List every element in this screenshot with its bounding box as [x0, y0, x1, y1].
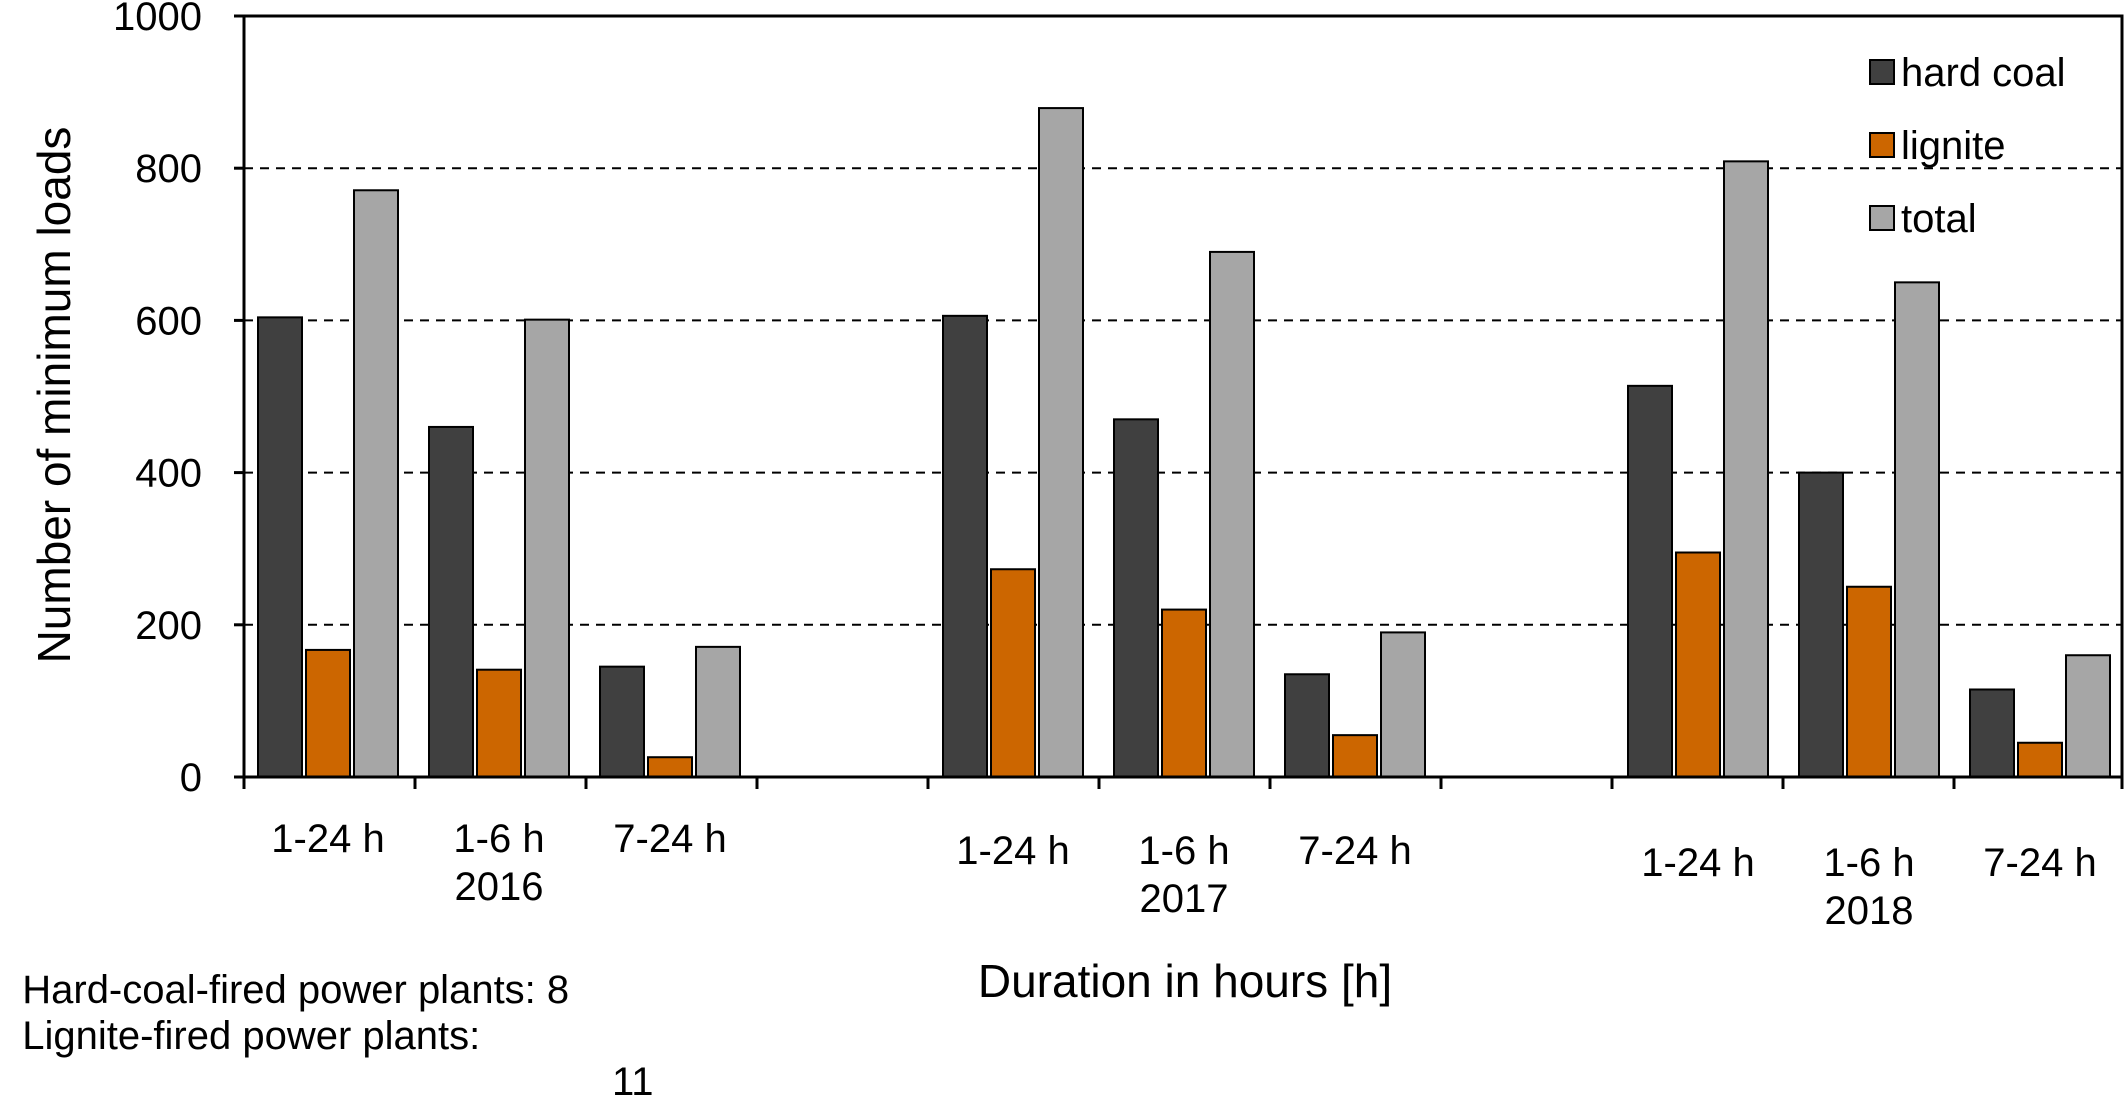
note-lignite-label: Lignite-fired power plants:	[22, 1014, 481, 1058]
bar-total	[1209, 250, 1255, 779]
x-category-label: 1-24 h	[956, 829, 1069, 873]
bar-lignite	[476, 668, 522, 778]
bar-hard-coal	[1627, 384, 1673, 778]
bar-total	[1038, 107, 1084, 779]
y-axis-title: Number of minimum loads	[28, 127, 80, 664]
bar-lignite	[2017, 741, 2063, 779]
x-category-label: 7-24 h	[1983, 841, 2096, 885]
y-tick-label: 800	[135, 147, 202, 191]
bar-total	[1380, 631, 1426, 778]
x-category-labels: 1-24 h 1-6 h 7-24 h 2016 1-24 h 1-6 h 7-24 h 20…	[271, 817, 2096, 933]
legend-swatch	[1869, 59, 1895, 85]
bar-hard-coal	[1798, 471, 1844, 778]
note-lignite-value: 11	[612, 1060, 654, 1104]
legend-swatch	[1869, 132, 1895, 158]
bar-hard-coal	[1969, 688, 2015, 778]
x-category-label: 1-6 h	[1138, 829, 1229, 873]
note-hard-coal-label: Hard-coal-fired power plants: 8	[22, 968, 570, 1012]
y-tick-label: 1000	[113, 0, 202, 39]
y-tick-label: 200	[135, 604, 202, 648]
bar-lignite	[1846, 585, 1892, 778]
year-label: 2017	[1140, 877, 1229, 921]
bar-hard-coal	[1113, 418, 1159, 778]
bar-total	[1894, 281, 1940, 778]
x-category-label: 1-24 h	[271, 817, 384, 861]
bar-total	[695, 645, 741, 779]
bar-hard-coal	[257, 316, 303, 778]
bars	[257, 107, 2111, 779]
x-category-label: 7-24 h	[1298, 829, 1411, 873]
x-category-label: 1-6 h	[453, 817, 544, 861]
bar-hard-coal	[942, 314, 988, 778]
year-label: 2018	[1825, 889, 1914, 933]
note-hard-coal-plants: Hard-coal-fired power plants: 8	[0, 921, 569, 1013]
bar-total	[353, 189, 399, 779]
y-tick-label: 0	[180, 756, 202, 800]
x-category-label: 1-6 h	[1823, 841, 1914, 885]
bar-total	[524, 318, 570, 778]
legend-label: lignite	[1901, 124, 2006, 168]
bar-hard-coal	[1284, 673, 1330, 779]
bar-lignite	[1161, 608, 1207, 779]
bar-lignite	[305, 648, 351, 779]
y-tick-label: 600	[135, 299, 202, 343]
legend: hard coal lignite total	[1869, 51, 2066, 241]
bar-lignite	[990, 568, 1036, 779]
bar-total	[2065, 654, 2111, 778]
x-category-label: 7-24 h	[613, 817, 726, 861]
legend-label: total	[1901, 197, 1977, 241]
bar-hard-coal	[428, 425, 474, 778]
x-axis-title: Duration in hours [h]	[978, 955, 1392, 1007]
plot-frame	[242, 14, 2124, 779]
bar-lignite	[647, 756, 693, 778]
bar-lignite	[1675, 551, 1721, 778]
legend-swatch	[1869, 205, 1895, 231]
bar-total	[1723, 160, 1769, 778]
x-category-label: 1-24 h	[1641, 841, 1754, 885]
bar-lignite	[1332, 734, 1378, 779]
axes	[234, 14, 2124, 789]
year-label: 2016	[455, 865, 544, 909]
y-tick-label: 400	[135, 452, 202, 496]
y-tick-labels: 0 200 400 600 800 1000	[113, 0, 202, 800]
note-lignite-plants: Lignite-fired power plants: 11	[0, 967, 653, 1105]
bar-hard-coal	[599, 665, 645, 779]
legend-label: hard coal	[1901, 51, 2066, 95]
